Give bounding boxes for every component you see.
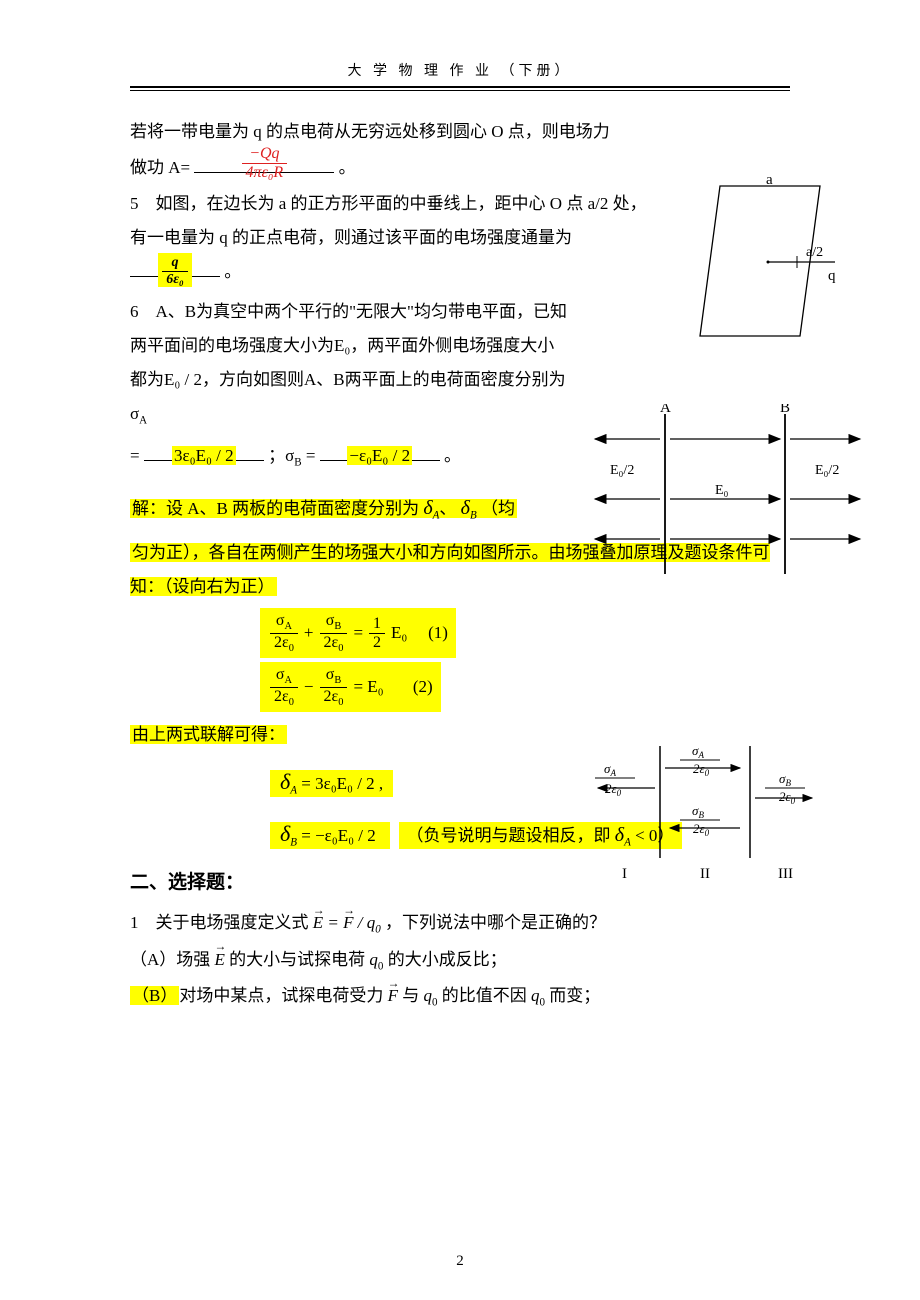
q6-mid: ；σ [268, 446, 294, 465]
figure-infinite-planes: A B E₀/2 E₀/2 E₀ [585, 404, 870, 584]
svg-text:2ε0: 2ε0 [693, 821, 710, 838]
q6-eq2-pre: = [306, 446, 320, 465]
figure-square-plane: a a/2 q [680, 176, 840, 356]
figsg-II: II [700, 866, 710, 882]
svg-text:2ε0: 2ε0 [779, 789, 796, 806]
q6-sigmaB-sub: B [294, 457, 301, 469]
q6-block: 6 A、B为真空中两个平行的"无限大"均匀带电平面，已知两平面间的电场强度大小为… [130, 295, 570, 431]
svg-text:2ε0: 2ε0 [693, 761, 710, 778]
eq1-rhs: 1 2 [367, 615, 387, 651]
eq2-eq: = E₀ [353, 670, 383, 704]
q4-ans-den: 4πε₀R [242, 164, 288, 182]
figpl-B: B [780, 404, 790, 416]
eq1-eq: = [353, 616, 363, 650]
sol-eq1: σA 2ε0 + σB 2ε0 = 1 2 E₀ (1 [260, 608, 790, 658]
q6-blankA: 3ε₀E₀ / 2 [144, 439, 264, 461]
q6-eq1-pre: = [130, 446, 144, 465]
eq1-t1: σA 2ε0 [268, 612, 300, 654]
q6-sigmaA-sub: A [139, 414, 147, 426]
s2-q1-l: 1 关于电场强度定义式 [130, 913, 309, 932]
res1-lhs: δ [280, 769, 290, 794]
page-number: 2 [0, 1253, 920, 1270]
figsq-q: q [828, 268, 836, 284]
eq2-minus: − [304, 670, 314, 704]
q5-answer-frac: q 6ε₀ [160, 255, 190, 287]
svg-text:σA: σA [604, 761, 616, 778]
res1-rhs: = 3ε₀E₀ / 2 , [301, 774, 383, 793]
sol-dB: δ [461, 497, 470, 519]
eq1-E: E₀ [391, 616, 407, 650]
q4-suffix: 。 [339, 158, 356, 177]
q5-suffix: 。 [224, 262, 241, 281]
eq2-t1: σA 2ε0 [268, 666, 300, 708]
sol-dA: δ [423, 497, 432, 519]
sol-l1b: （均 [481, 499, 515, 518]
eq1-t2: σB 2ε0 [318, 612, 350, 654]
res2-lhs: δ [280, 821, 290, 846]
s2-q1-lead: 1 关于电场强度定义式 E = F / q0 ，下列说法中哪个是正确的？ [130, 906, 790, 940]
q4-line1: 若将一带电量为 q 的点电荷从无穷远处移到圆心 O 点，则电场力 [130, 115, 790, 149]
eq1-tag: (1) [428, 616, 448, 650]
figsg-III: III [778, 866, 793, 882]
q5-ans-den: 6ε₀ [162, 272, 188, 287]
q6-ansA: 3ε₀E₀ / 2 [172, 446, 236, 465]
sol-eqs: σA 2ε0 + σB 2ε0 = 1 2 E₀ (1 [260, 608, 790, 713]
sol-dB-sub: B [470, 509, 477, 521]
header-rule [130, 86, 790, 91]
page-container: 大 学 物 理 作 业 （下册） 若将一带电量为 q 的点电荷从无穷远处移到圆心… [0, 0, 920, 1056]
svg-text:σB: σB [692, 803, 704, 820]
figpl-E02R: E₀/2 [815, 463, 839, 478]
q5-blank: q 6ε₀ [130, 255, 220, 277]
figsg-I: I [622, 866, 627, 882]
svg-text:2ε0: 2ε0 [605, 781, 622, 798]
res2-sub: B [290, 837, 297, 849]
eq2-tag: (2) [413, 670, 433, 704]
q4-blank: −Qq 4πε₀R [194, 151, 334, 173]
figpl-E0: E₀ [715, 483, 729, 498]
q6-ansB: −ε₀E₀ / 2 [347, 446, 412, 465]
s2-optB-mark: （B） [130, 986, 179, 1005]
eq2-t2: σB 2ε0 [318, 666, 350, 708]
sol-dA-sub: A [433, 509, 440, 521]
q6-blankB: −ε₀E₀ / 2 [320, 439, 440, 461]
res1-sub: A [290, 785, 297, 797]
figpl-E02L: E₀/2 [610, 463, 634, 478]
res2-rhs: = −ε₀E₀ / 2 [301, 826, 376, 845]
q4-ans-num: −Qq [242, 145, 288, 164]
q5-lead: 5 如图，在边长为 a 的正方形平面的中垂线上，距中心 O 点 a/2 处，有一… [130, 194, 647, 247]
q6-suffix: 。 [444, 446, 461, 465]
figpl-A: A [660, 404, 671, 416]
figure-sigma-superposition: σA 2ε0 σA 2ε0 σB 2ε0 σB 2ε0 I II III [580, 738, 820, 888]
s2-q1-t: ，下列说法中哪个是正确的？ [385, 913, 606, 932]
q5-block: 5 如图，在边长为 a 的正方形平面的中垂线上，距中心 O 点 a/2 处，有一… [130, 187, 650, 289]
figsq-a2: a/2 [806, 245, 823, 260]
page-header: 大 学 物 理 作 业 （下册） [130, 60, 790, 86]
q4-prefix: 做功 A= [130, 158, 190, 177]
sol-l3: 由上两式联解可得： [130, 725, 287, 744]
q4-answer-frac: −Qq 4πε₀R [240, 145, 290, 181]
svg-text:σA: σA [692, 743, 704, 760]
sol-line1: 解：设 A、B 两板的电荷面密度分别为 δA、 δB （均 [130, 488, 585, 528]
q5-ans-num: q [162, 255, 188, 271]
eq1-plus: + [304, 616, 314, 650]
q6-lead: 6 A、B为真空中两个平行的"无限大"均匀带电平面，已知两平面间的电场强度大小为… [130, 302, 567, 423]
s2-optA: （A）场强 E 的大小与试探电荷 q0 的大小成反比； [130, 943, 790, 977]
sol-eq2: σA 2ε0 − σB 2ε0 = E₀ (2) [260, 662, 790, 712]
svg-text:σB: σB [779, 771, 791, 788]
s2-optB: （B）对场中某点，试探电荷受力 F 与 q0 的比值不因 q0 而变； [130, 979, 790, 1013]
figsq-a: a [766, 176, 773, 188]
sol-l1a: 解：设 A、B 两板的电荷面密度分别为 [132, 499, 419, 518]
